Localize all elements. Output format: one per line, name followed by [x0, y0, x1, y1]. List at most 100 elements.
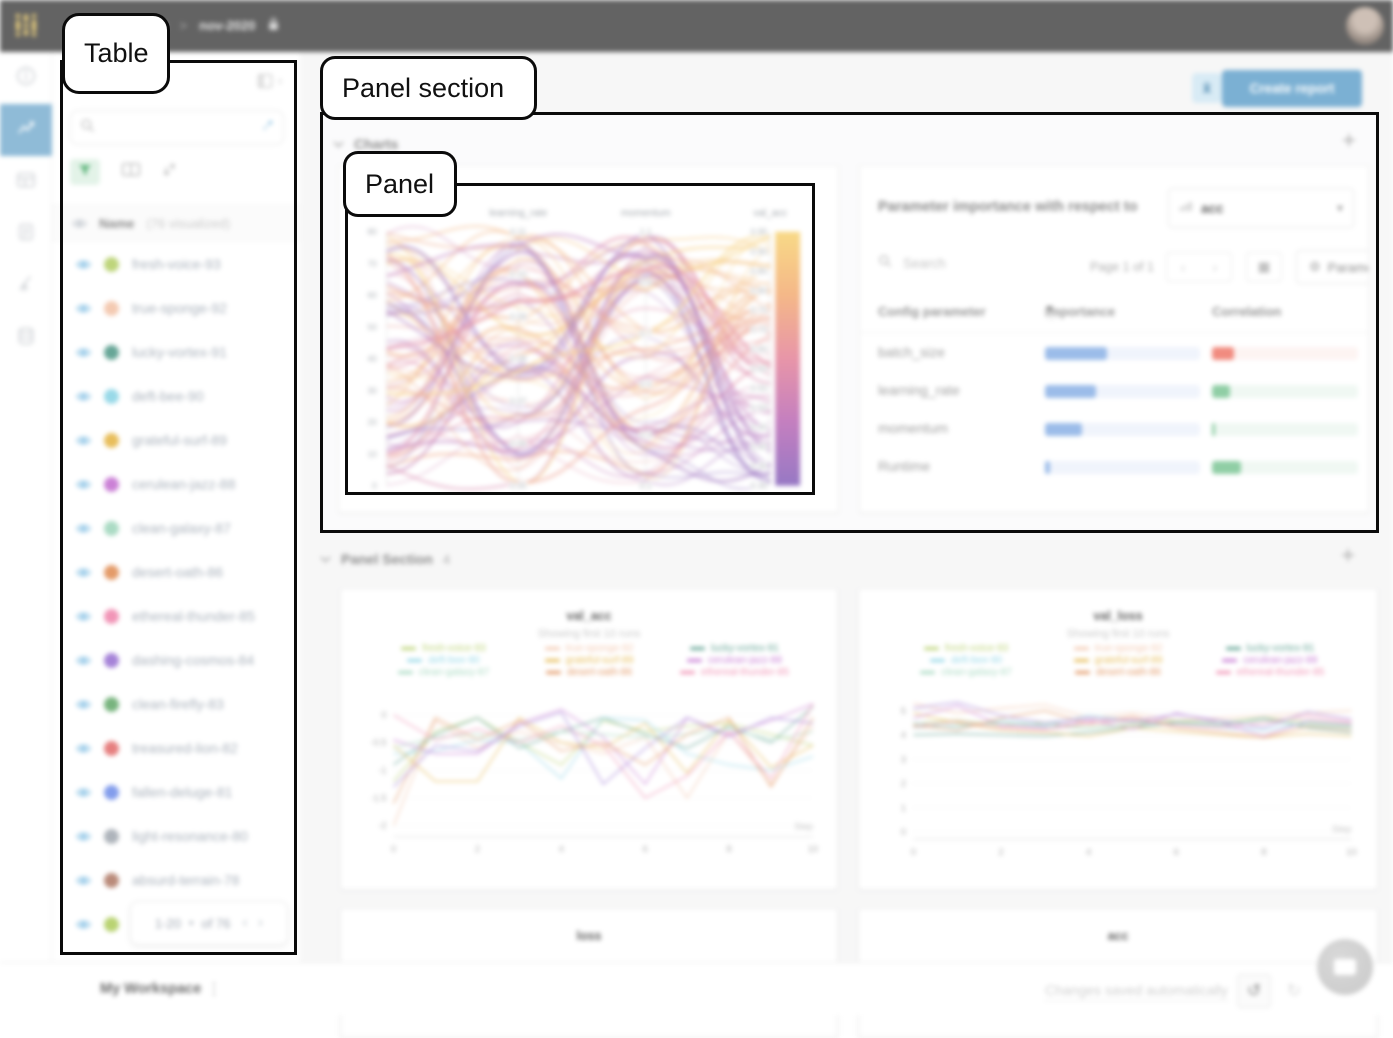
legend-item[interactable]: deft-bee-90 — [890, 655, 1042, 666]
runs-search-box[interactable] — [70, 110, 284, 145]
eye-icon[interactable] — [76, 787, 91, 798]
run-name[interactable]: ethereal-thunder-85 — [132, 608, 255, 624]
parallel-coordinates-panel[interactable]: 80 70 60 50 40 30 20 10 0 learning_rate 0.11 0.10 0.… — [338, 165, 839, 513]
runs-search-input[interactable] — [95, 119, 261, 136]
sidebar-item-logs[interactable] — [0, 208, 52, 260]
legend-item[interactable]: cerulean-jazz-88 — [662, 655, 807, 666]
run-name[interactable]: grateful-surf-89 — [132, 432, 227, 448]
legend-item[interactable]: grateful-surf-89 — [1042, 655, 1194, 666]
eye-icon[interactable] — [76, 919, 91, 930]
panel-val-acc[interactable]: val_acc Showing first 10 runs fresh-voic… — [340, 588, 838, 890]
runs-table-header[interactable]: Name (76 visualized) — [52, 205, 300, 241]
legend-item[interactable]: lucky-vortex-91 — [662, 643, 807, 654]
eye-icon[interactable] — [76, 699, 91, 710]
list-item[interactable]: absurd-terrain-78 — [52, 858, 300, 902]
eye-icon[interactable] — [76, 743, 91, 754]
wandb-logo-icon[interactable] — [12, 11, 40, 44]
expand-table-icon[interactable]: › — [258, 73, 282, 88]
run-name[interactable]: fallen-deluge-81 — [132, 784, 233, 800]
eye-icon[interactable] — [76, 523, 91, 534]
run-name[interactable]: clean-galaxy-87 — [132, 520, 231, 536]
page-size-caret-icon[interactable]: ▾ — [188, 917, 194, 928]
run-name[interactable]: treasured-lion-82 — [132, 740, 238, 756]
section-title[interactable]: Charts — [354, 136, 399, 152]
legend-item[interactable]: true-sponge-92 — [1042, 643, 1194, 654]
fuzzy-search-icon[interactable] — [261, 119, 274, 137]
eye-icon[interactable] — [76, 347, 91, 358]
workspace-tab[interactable]: My Workspace — [100, 981, 202, 997]
pagination[interactable]: 1-20 ▾ of 76 ‹ › — [130, 901, 288, 945]
legend-item[interactable]: fresh-voice-93 — [371, 643, 516, 654]
run-name[interactable]: clean-firefly-83 — [132, 696, 224, 712]
name-column-label[interactable]: Name — [99, 215, 135, 231]
eye-icon[interactable] — [76, 479, 91, 490]
legend-item[interactable]: desert-oath-86 — [516, 667, 661, 678]
eye-icon[interactable] — [76, 303, 91, 314]
sidebar-item-artifacts[interactable] — [0, 312, 52, 364]
filter-button[interactable] — [70, 159, 100, 185]
eye-icon[interactable] — [76, 435, 91, 446]
legend-item[interactable]: clean-galaxy-87 — [371, 667, 516, 678]
run-name[interactable]: cerulean-jazz-88 — [132, 476, 236, 492]
list-item[interactable]: fallen-deluge-81 — [52, 770, 300, 814]
legend-item[interactable]: fresh-voice-93 — [890, 643, 1042, 654]
add-panel-icon[interactable]: + — [1341, 127, 1356, 154]
importance-layout-button[interactable]: ▦ — [1246, 252, 1282, 282]
run-name[interactable]: desert-oath-86 — [132, 564, 224, 580]
run-name[interactable]: lucky-vortex-91 — [132, 344, 227, 360]
workspace-menu-icon[interactable]: ⋮ — [206, 981, 222, 998]
visibility-eye-icon[interactable] — [72, 218, 87, 229]
list-item[interactable]: light-resonance-80 — [52, 814, 300, 858]
run-name[interactable]: deft-bee-90 — [132, 388, 204, 404]
sort-button[interactable] — [162, 162, 177, 182]
undo-button[interactable]: ↺ — [1237, 974, 1271, 1008]
redo-button[interactable]: ↻ — [1286, 981, 1302, 1000]
legend-item[interactable]: desert-oath-86 — [1042, 667, 1194, 678]
legend-item[interactable]: deft-bee-90 — [371, 655, 516, 666]
panel-section-2-header[interactable]: Panel Section 4 — [320, 550, 450, 568]
sidebar-item-workspace[interactable] — [0, 104, 52, 156]
create-report-button[interactable]: Create report — [1222, 70, 1362, 107]
list-item[interactable]: desert-oath-86 — [52, 550, 300, 594]
list-item[interactable]: clean-galaxy-87 — [52, 506, 300, 550]
importance-search[interactable] — [878, 254, 1011, 273]
eye-icon[interactable] — [76, 567, 91, 578]
page-range[interactable]: 1-20 — [154, 915, 181, 931]
list-item[interactable]: ethereal-thunder-85 — [52, 594, 300, 638]
eye-icon[interactable] — [76, 831, 91, 842]
list-item[interactable]: clean-firefly-83 — [52, 682, 300, 726]
breadcrumb-project-name[interactable]: nov-2020 — [199, 18, 256, 33]
run-name[interactable]: fresh-voice-93 — [132, 256, 221, 272]
list-item[interactable]: true-sponge-92 — [52, 286, 300, 330]
legend-item[interactable]: ethereal-thunder-85 — [1194, 667, 1346, 678]
parameters-button[interactable]: ⚙ Parameters — [1296, 250, 1368, 284]
add-panel-icon[interactable]: + — [1340, 542, 1355, 569]
eye-icon[interactable] — [76, 875, 91, 886]
prev-page-icon[interactable]: ‹ — [242, 914, 248, 931]
collapse-chevron-icon[interactable] — [333, 135, 344, 153]
list-item[interactable]: lucky-vortex-91 — [52, 330, 300, 374]
legend-item[interactable]: clean-galaxy-87 — [890, 667, 1042, 678]
legend-item[interactable]: ethereal-thunder-85 — [662, 667, 807, 678]
importance-search-input[interactable] — [901, 255, 1011, 272]
run-name[interactable]: dashing-cosmos-84 — [132, 652, 255, 668]
sidebar-item-sweeps[interactable] — [0, 260, 52, 312]
list-item[interactable]: treasured-lion-82 — [52, 726, 300, 770]
sampling-mode-button[interactable]: x̄ — [1191, 73, 1222, 103]
run-name[interactable]: absurd-terrain-78 — [132, 872, 240, 888]
collapse-chevron-icon[interactable] — [320, 550, 331, 568]
list-item[interactable]: fresh-voice-93 — [52, 242, 300, 286]
list-item[interactable]: grateful-surf-89 — [52, 418, 300, 462]
legend-item[interactable]: cerulean-jazz-88 — [1194, 655, 1346, 666]
avatar[interactable] — [1346, 7, 1384, 45]
eye-icon[interactable] — [76, 611, 91, 622]
list-item[interactable]: dashing-cosmos-84 — [52, 638, 300, 682]
next-page-icon[interactable]: › — [257, 914, 264, 931]
prev-page-icon[interactable]: ‹ — [1180, 259, 1186, 275]
columns-button[interactable] — [121, 162, 141, 181]
next-page-icon[interactable]: › — [1212, 259, 1218, 275]
list-item[interactable]: cerulean-jazz-88 — [52, 462, 300, 506]
support-chat-button[interactable] — [1317, 939, 1373, 995]
sidebar-item-overview[interactable] — [0, 52, 52, 104]
run-name[interactable]: light-resonance-80 — [132, 828, 248, 844]
